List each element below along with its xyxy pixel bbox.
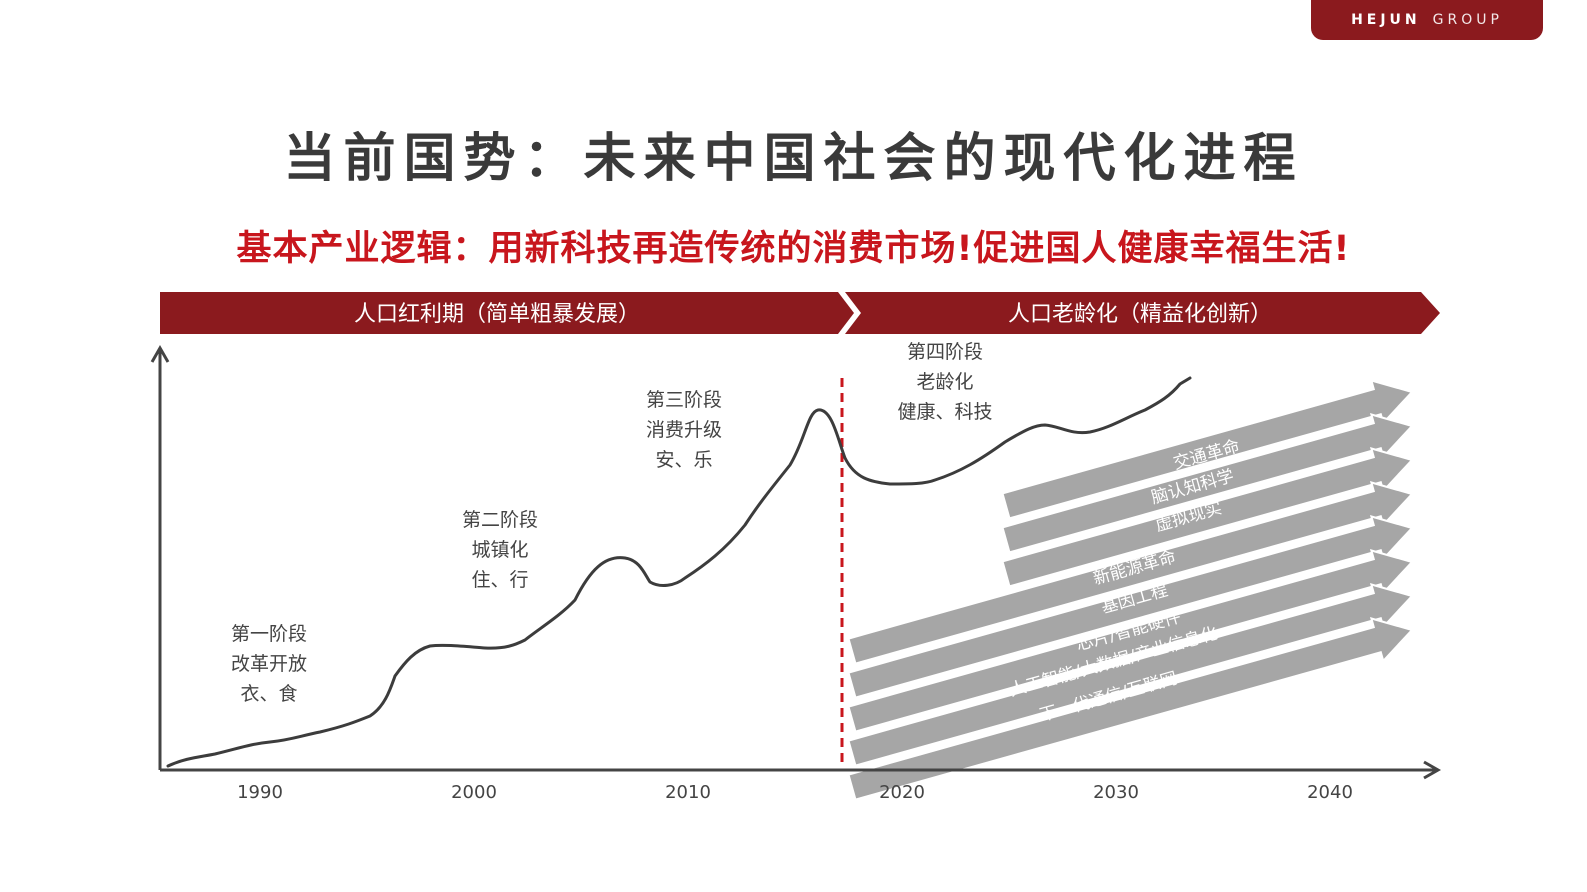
x-tick-2000: 2000 xyxy=(451,782,497,803)
tech-arrow xyxy=(1001,413,1414,554)
svg-text:健康、科技: 健康、科技 xyxy=(897,401,992,423)
x-tick-2040: 2040 xyxy=(1307,782,1353,803)
svg-text:老龄化: 老龄化 xyxy=(916,371,973,393)
svg-text:第一阶段: 第一阶段 xyxy=(231,623,307,645)
svg-text:改革开放: 改革开放 xyxy=(231,653,307,675)
stage-4-label: 第四阶段 老龄化 健康、科技 xyxy=(897,341,992,423)
banner-left xyxy=(160,292,854,334)
x-tick-2020: 2020 xyxy=(879,782,925,803)
brand-group: GROUP xyxy=(1432,12,1503,28)
svg-text:消费升级: 消费升级 xyxy=(646,419,722,441)
x-tick-2030: 2030 xyxy=(1093,782,1139,803)
brand-name: HEJUN xyxy=(1351,12,1421,28)
tech-arrow xyxy=(1001,379,1414,520)
y-axis-arrowhead xyxy=(150,344,170,363)
x-tick-2010: 2010 xyxy=(665,782,711,803)
x-axis-arrowhead xyxy=(1423,760,1442,780)
banner-left-label: 人口红利期（简单粗暴发展） xyxy=(354,302,640,327)
banner-right-label: 人口老龄化（精益化创新） xyxy=(1008,302,1272,327)
tech-arrow xyxy=(847,617,1414,801)
tech-arrow xyxy=(1001,447,1414,588)
tech-arrow xyxy=(847,515,1414,699)
page-title: 当前国势：未来中国社会的现代化进程 xyxy=(283,129,1304,189)
x-tick-1990: 1990 xyxy=(237,782,283,803)
svg-text:第三阶段: 第三阶段 xyxy=(646,389,722,411)
page-subtitle: 基本产业逻辑：用新科技再造传统的消费市场!促进国人健康幸福生活! xyxy=(236,229,1351,269)
stage-3-label: 第三阶段 消费升级 安、乐 xyxy=(646,389,722,471)
tech-arrows: 交通革命脑认知科学虚拟现实新能源革命基因工程芯片/智能硬件人工智能/大数据/产业… xyxy=(847,379,1414,801)
stage-2-label: 第二阶段 城镇化 住、行 xyxy=(462,509,538,591)
tech-arrow xyxy=(847,481,1414,665)
svg-text:城镇化: 城镇化 xyxy=(471,539,528,561)
svg-text:住、行: 住、行 xyxy=(471,569,528,591)
svg-text:第四阶段: 第四阶段 xyxy=(907,341,983,363)
svg-text:第二阶段: 第二阶段 xyxy=(462,509,538,531)
svg-text:安、乐: 安、乐 xyxy=(655,449,712,471)
brand-logo: HEJUN GROUP xyxy=(1311,0,1543,40)
banner-right xyxy=(845,292,1440,334)
svg-text:衣、食: 衣、食 xyxy=(240,683,297,705)
development-curve xyxy=(166,376,1192,768)
tech-arrow xyxy=(847,583,1414,767)
tech-arrow xyxy=(847,549,1414,733)
stage-1-label: 第一阶段 改革开放 衣、食 xyxy=(231,623,307,705)
